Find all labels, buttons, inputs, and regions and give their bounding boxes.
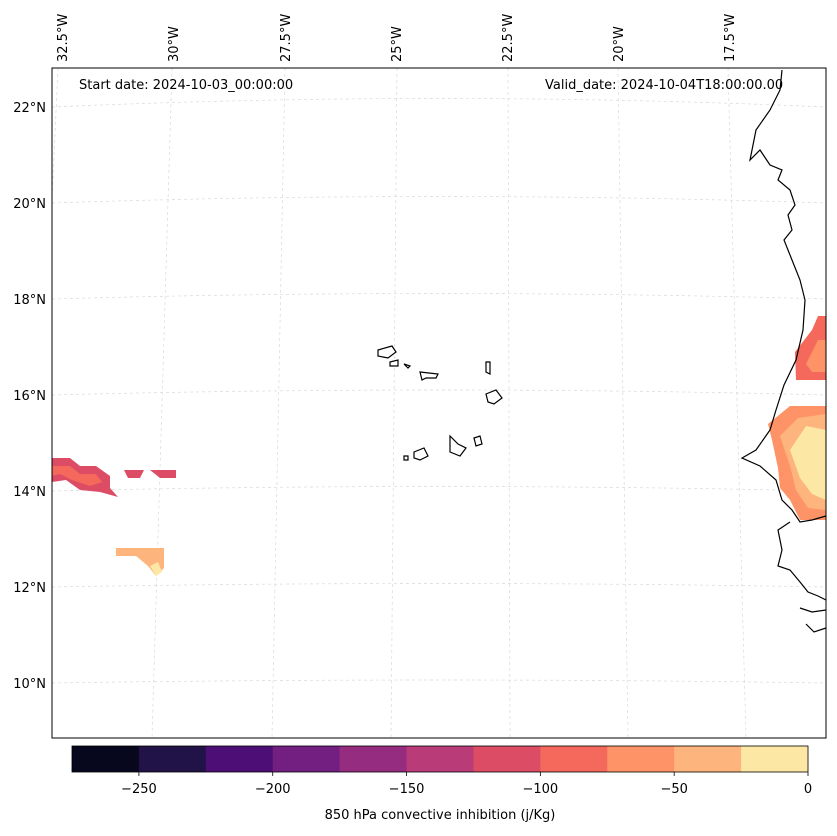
graticule [51, 67, 827, 739]
colorbar-swatch [72, 746, 140, 772]
lon-label: 20°W [612, 26, 627, 62]
colorbar-label: 850 hPa convective inhibition (j/Kg) [324, 808, 556, 823]
cape-verde-islands [377, 345, 503, 461]
lon-labels: 32.5°W 30°W 27.5°W 25°W 22.5°W 20°W 17.5… [56, 14, 738, 62]
lat-label: 20°N [13, 197, 46, 212]
map-frame [51, 67, 827, 739]
colorbar-tick-label: −200 [255, 782, 291, 797]
valid-date-label: Valid_date: 2024-10-04T18:00:00.00 [545, 78, 784, 93]
coastline-africa [740, 69, 827, 633]
colorbar-tick-labels: −250 −200 −150 −100 −50 0 [121, 782, 812, 797]
colorbar-tick-label: −150 [389, 782, 425, 797]
lon-label: 17.5°W [723, 14, 738, 62]
lon-label: 27.5°W [279, 14, 294, 62]
colorbar-swatch [272, 746, 341, 772]
lat-label: 14°N [13, 485, 46, 500]
lat-label: 16°N [13, 389, 46, 404]
colorbar-tick-label: −50 [660, 782, 687, 797]
colorbar-swatch [138, 746, 207, 772]
colorbar-swatch [339, 746, 408, 772]
colorbar-swatch [741, 746, 809, 772]
lat-label: 12°N [13, 581, 46, 596]
colorbar-swatches [72, 746, 809, 772]
colorbar-ticks [138, 772, 809, 776]
lon-label: 32.5°W [56, 14, 71, 62]
colorbar-swatch [540, 746, 608, 772]
cin-field-west [52, 458, 176, 576]
colorbar-swatch [406, 746, 474, 772]
colorbar-swatch [473, 746, 541, 772]
lat-labels: 22°N 20°N 18°N 16°N 14°N 12°N 10°N [13, 101, 46, 692]
lat-label: 10°N [13, 677, 46, 692]
cin-field-east [768, 316, 826, 520]
colorbar-frame [71, 745, 809, 773]
colorbar-swatch [674, 746, 742, 772]
colorbar-tick-label: −100 [523, 782, 559, 797]
colorbar-tick-label: −250 [121, 782, 157, 797]
colorbar-swatch [205, 746, 274, 772]
start-date-label: Start date: 2024-10-03_00:00:00 [79, 78, 294, 93]
lon-label: 30°W [167, 26, 182, 62]
lat-label: 22°N [13, 101, 46, 116]
lat-label: 18°N [13, 293, 46, 308]
lon-label: 25°W [390, 26, 405, 62]
colorbar-tick-label: 0 [804, 782, 812, 797]
lon-label: 22.5°W [501, 14, 516, 62]
colorbar-swatch [607, 746, 675, 772]
